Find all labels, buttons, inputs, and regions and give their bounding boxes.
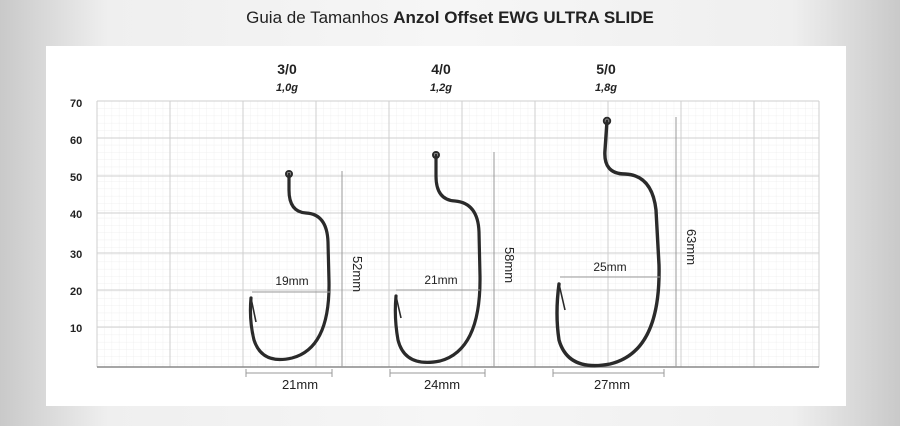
width-label: 27mm [594, 377, 630, 392]
y-tick: 60 [70, 135, 82, 147]
gap-label: 25mm [593, 260, 626, 274]
page-title: Guia de Tamanhos Anzol Offset EWG ULTRA … [0, 8, 900, 28]
y-tick: 70 [70, 98, 82, 110]
gap-label: 21mm [424, 273, 457, 287]
y-tick: 50 [70, 172, 82, 184]
hook-size-label: 4/0 [431, 61, 451, 77]
gap-label: 19mm [275, 274, 308, 288]
height-label: 52mm [350, 256, 365, 292]
hook-barb [250, 297, 257, 323]
hook-5-0: 5/0 1,8g 25mm 63mm 27mm [552, 61, 699, 392]
height-label: 58mm [502, 247, 517, 283]
title-product: Anzol Offset EWG ULTRA SLIDE [393, 8, 654, 27]
hook-barb [558, 283, 566, 311]
hook-4-0: 4/0 1,2g 21mm 58mm 24mm [389, 61, 517, 392]
hook-weight-label: 1,0g [276, 82, 298, 94]
hook-weight-label: 1,2g [430, 82, 452, 94]
height-label: 63mm [684, 229, 699, 265]
y-tick: 30 [70, 249, 82, 261]
hook-eye [602, 116, 612, 126]
y-tick: 40 [70, 209, 82, 221]
y-tick: 10 [70, 323, 82, 335]
hook-weight-label: 1,8g [595, 82, 617, 94]
hook-3-0: 3/0 1,0g 19mm 52mm 21mm [245, 61, 365, 392]
hook-shape [248, 172, 331, 362]
hook-eye [432, 151, 440, 159]
hook-shape [393, 153, 482, 364]
hook-shape [555, 119, 661, 368]
hook-eye [285, 170, 293, 178]
grid-major-lines [96, 100, 820, 367]
y-tick: 20 [70, 286, 82, 298]
width-label: 21mm [282, 377, 318, 392]
hook-size-label: 5/0 [596, 61, 616, 77]
grid-background [97, 101, 819, 367]
y-axis: 70 60 50 40 30 20 10 [70, 98, 82, 335]
title-prefix: Guia de Tamanhos [246, 8, 394, 27]
hook-size-label: 3/0 [277, 61, 297, 77]
width-label: 24mm [424, 377, 460, 392]
hook-barb [395, 295, 402, 319]
